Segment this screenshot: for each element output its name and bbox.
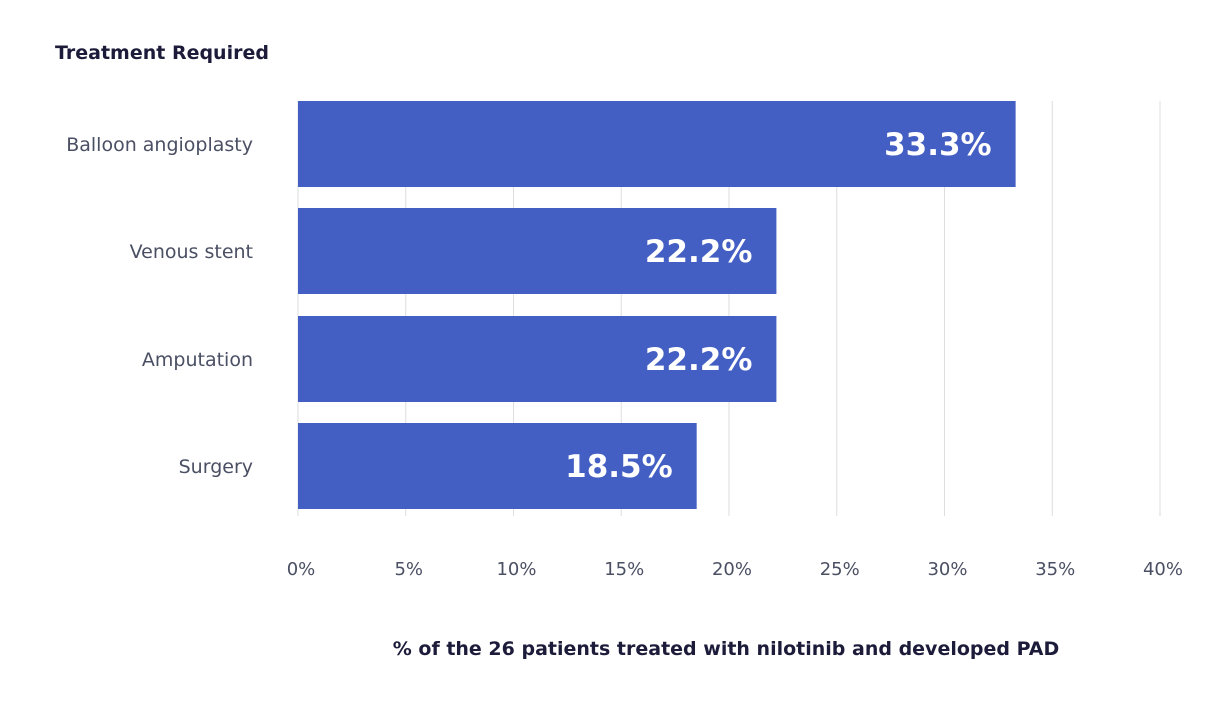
bar-balloon-angioplasty: [298, 101, 1016, 187]
category-label: Amputation: [142, 349, 253, 371]
data-label: 22.2%: [645, 234, 753, 270]
bar-amputation: [298, 316, 777, 402]
bar-surgery: [298, 423, 697, 509]
x-tick-label: 0%: [287, 559, 316, 580]
data-label: 22.2%: [645, 342, 753, 378]
bars: [298, 101, 1016, 509]
x-tick-label: 35%: [1035, 559, 1075, 580]
x-tick-label: 10%: [496, 559, 536, 580]
data-label: 33.3%: [884, 127, 992, 163]
x-tick-label: 25%: [820, 559, 860, 580]
data-labels: 33.3% 22.2% 22.2% 18.5%: [565, 127, 991, 485]
data-label: 18.5%: [565, 449, 673, 485]
x-tick-label: 5%: [394, 559, 423, 580]
chart-title: Treatment Required: [55, 42, 269, 64]
x-tick-label: 15%: [604, 559, 644, 580]
bar-venous-stent: [298, 208, 777, 294]
x-axis-tick-labels: 0% 5% 10% 15% 20% 25% 30% 35% 40%: [287, 559, 1183, 580]
x-axis-title: % of the 26 patients treated with niloti…: [393, 638, 1060, 660]
category-labels: Balloon angioplasty Venous stent Amputatio…: [66, 134, 253, 478]
x-tick-label: 20%: [712, 559, 752, 580]
x-tick-label: 40%: [1143, 559, 1183, 580]
category-label: Surgery: [179, 456, 253, 478]
category-label: Venous stent: [130, 241, 253, 263]
category-label: Balloon angioplasty: [66, 134, 253, 156]
x-tick-label: 30%: [927, 559, 967, 580]
